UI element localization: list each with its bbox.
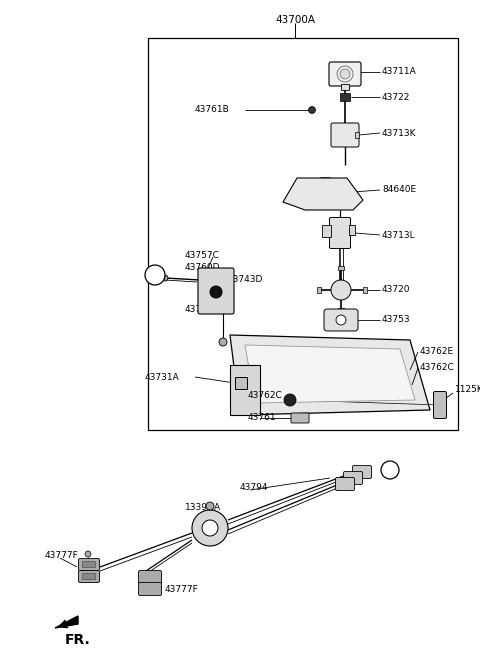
Bar (349, 225, 355, 235)
FancyBboxPatch shape (83, 561, 96, 567)
FancyBboxPatch shape (139, 571, 161, 584)
Text: FR.: FR. (65, 633, 91, 647)
Text: 43757C: 43757C (185, 250, 220, 259)
Circle shape (210, 286, 222, 298)
FancyBboxPatch shape (139, 582, 161, 595)
Bar (317, 287, 321, 293)
Circle shape (202, 520, 218, 536)
Text: A: A (387, 465, 393, 475)
Text: 43777F: 43777F (45, 550, 79, 559)
FancyBboxPatch shape (79, 571, 99, 582)
Text: 43760D: 43760D (185, 263, 220, 272)
Text: A: A (152, 270, 158, 280)
Circle shape (309, 107, 315, 113)
Text: 43761: 43761 (248, 413, 276, 422)
Text: 43761B: 43761B (195, 105, 230, 115)
Polygon shape (55, 616, 78, 628)
FancyBboxPatch shape (331, 123, 359, 147)
Text: 43762C: 43762C (420, 364, 455, 373)
Text: 43720: 43720 (382, 286, 410, 295)
Text: 43731A: 43731A (145, 373, 180, 381)
Text: 43700A: 43700A (275, 15, 315, 25)
FancyBboxPatch shape (336, 477, 355, 491)
FancyBboxPatch shape (433, 392, 446, 419)
Circle shape (85, 551, 91, 557)
Bar (355, 132, 359, 138)
Bar (341, 84, 349, 90)
FancyBboxPatch shape (291, 413, 309, 423)
Text: 43761D: 43761D (185, 305, 220, 314)
Bar (148, 38, 458, 430)
Circle shape (162, 275, 168, 281)
Text: 43711A: 43711A (382, 67, 417, 77)
Circle shape (145, 265, 165, 285)
Text: 43713L: 43713L (382, 231, 416, 240)
Bar (322, 225, 331, 237)
FancyBboxPatch shape (352, 466, 372, 479)
FancyBboxPatch shape (198, 268, 234, 314)
Bar (235, 377, 247, 389)
Bar (338, 266, 344, 270)
Circle shape (336, 315, 346, 325)
Text: 43722: 43722 (382, 92, 410, 102)
Circle shape (284, 394, 296, 406)
Text: 1125KJ: 1125KJ (455, 386, 480, 394)
Text: 43743D: 43743D (228, 274, 264, 284)
Text: 43794: 43794 (240, 483, 268, 491)
Polygon shape (283, 178, 363, 210)
Polygon shape (245, 345, 415, 403)
FancyBboxPatch shape (329, 62, 361, 86)
Text: 43753: 43753 (382, 316, 410, 324)
FancyBboxPatch shape (324, 309, 358, 331)
Circle shape (192, 510, 228, 546)
Polygon shape (230, 335, 430, 415)
Text: 43777F: 43777F (165, 586, 199, 595)
Text: 1339GA: 1339GA (185, 504, 221, 512)
Text: 84640E: 84640E (382, 185, 416, 195)
Circle shape (381, 461, 399, 479)
FancyBboxPatch shape (83, 574, 96, 580)
Circle shape (206, 502, 214, 510)
Circle shape (331, 280, 351, 300)
Bar (363, 287, 367, 293)
Text: 43713K: 43713K (382, 128, 417, 138)
Text: 43762E: 43762E (420, 348, 454, 356)
FancyBboxPatch shape (329, 217, 350, 248)
Polygon shape (230, 365, 260, 415)
Bar (340, 93, 350, 101)
FancyBboxPatch shape (79, 559, 99, 571)
Bar (338, 308, 344, 312)
Text: 43762C: 43762C (248, 390, 283, 400)
Circle shape (219, 338, 227, 346)
FancyBboxPatch shape (344, 472, 362, 485)
Circle shape (340, 69, 350, 79)
